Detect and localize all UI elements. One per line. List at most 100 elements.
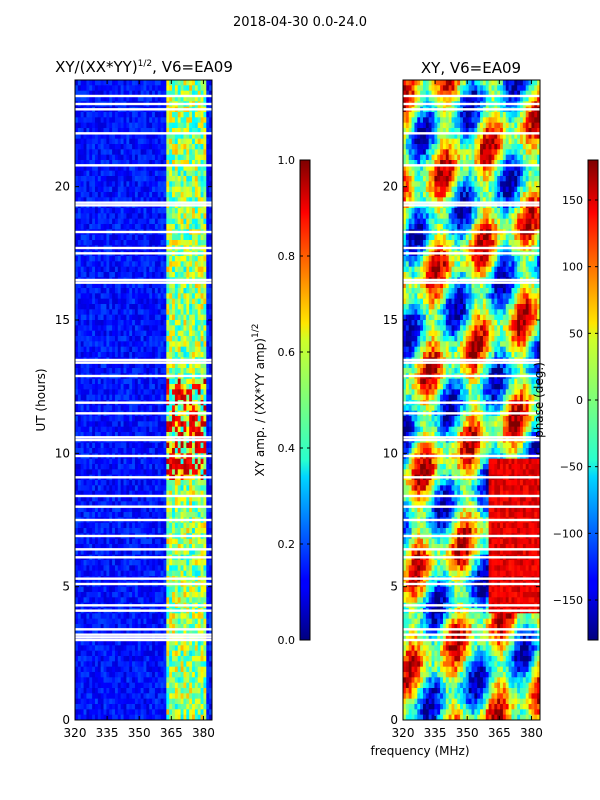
heatmap-cell [114,272,119,278]
heatmap-cell [166,117,170,124]
heatmap-cell [197,256,201,262]
heatmap-cell [97,117,102,124]
heatmap-cell [197,362,201,369]
heatmap-cell [177,138,181,145]
heatmap-cell [200,341,204,348]
heatmap-cell [186,288,190,294]
heatmap-cell [177,480,181,486]
heatmap-cell [83,618,87,625]
heatmap-cell [209,213,212,220]
heatmap-cell [92,522,96,529]
heatmap-cell [163,394,167,401]
heatmap-cell [186,549,190,556]
heatmap-cell [112,176,116,182]
heatmap-cell [152,421,156,428]
heatmap-cell [106,309,110,316]
heatmap-cell [109,293,113,300]
heatmap-cell [203,341,207,348]
heatmap-cell [197,501,201,508]
heatmap-cell [123,549,127,556]
heatmap-cell [152,181,156,188]
heatmap-cell [140,85,144,92]
heatmap-cell [129,378,133,385]
heatmap-cell [203,592,207,598]
heatmap-cell [197,165,201,172]
heatmap-cell [152,368,156,374]
heatmap-cell [183,138,187,145]
heatmap-cell [114,560,119,566]
heatmap-cell [112,208,116,214]
heatmap-cell [172,469,176,476]
heatmap-cell [174,416,179,422]
heatmap-cell [80,128,84,134]
heatmap-cell [209,426,212,433]
heatmap-cell [149,144,153,150]
heatmap-cell [154,506,159,513]
heatmap-cell [132,629,136,636]
heatmap-cell [140,565,144,572]
heatmap-cell [80,597,84,604]
heatmap-cell [149,282,153,289]
heatmap-cell [132,336,136,342]
heatmap-cell [100,218,104,225]
heatmap-cell [143,176,147,182]
heatmap-cell [89,224,93,230]
heatmap-cell [174,618,179,625]
heatmap-cell [206,442,210,449]
heatmap-cell [177,325,181,332]
heatmap-cell [192,112,196,118]
heatmap-cell [166,618,170,625]
heatmap-cell [146,549,150,556]
heatmap-cell [206,330,210,337]
heatmap-cell [152,485,156,492]
heatmap-cell [143,122,147,129]
heatmap-cell [134,416,139,422]
heatmap-cell [137,480,142,486]
heatmap-cell [77,570,82,577]
heatmap-cell [180,389,184,396]
heatmap-cell [132,325,136,332]
heatmap-cell [157,170,162,177]
heatmap-cell [114,208,119,214]
heatmap-cell [80,426,84,433]
heatmap-cell [132,272,136,278]
heatmap-cell [192,90,196,97]
heatmap-cell [129,320,133,326]
heatmap-cell [126,208,130,214]
heatmap-cell [166,122,170,129]
heatmap-cell [152,320,156,326]
heatmap-cell [192,341,196,348]
heatmap-cell [106,618,110,625]
heatmap-cell [166,149,170,156]
heatmap-cell [189,629,193,636]
heatmap-cell [83,480,87,486]
heatmap-cell [126,96,130,102]
heatmap-cell [180,133,184,140]
heatmap-cell [154,176,159,182]
heatmap-cell [100,181,104,188]
heatmap-cell [114,85,119,92]
heatmap-cell [97,186,102,193]
heatmap-cell [97,469,102,476]
heatmap-cell [152,544,156,550]
heatmap-cell [183,378,187,385]
heatmap-cell [114,133,119,140]
heatmap-cell [112,224,116,230]
heatmap-cell [86,330,90,337]
heatmap-cell [166,544,170,550]
heatmap-cell [77,389,82,396]
heatmap-cell [143,565,147,572]
heatmap-cell [114,570,119,577]
heatmap-cell [197,213,201,220]
heatmap-cell [129,325,133,332]
heatmap-cell [100,133,104,140]
heatmap-cell [126,181,130,188]
heatmap-cell [75,496,79,502]
heatmap-cell [209,325,212,332]
heatmap-cell [106,421,110,428]
heatmap-cell [152,144,156,150]
heatmap-cell [94,128,99,134]
heatmap-cell [114,234,119,241]
heatmap-cell [117,117,122,124]
heatmap-cell [157,240,162,246]
